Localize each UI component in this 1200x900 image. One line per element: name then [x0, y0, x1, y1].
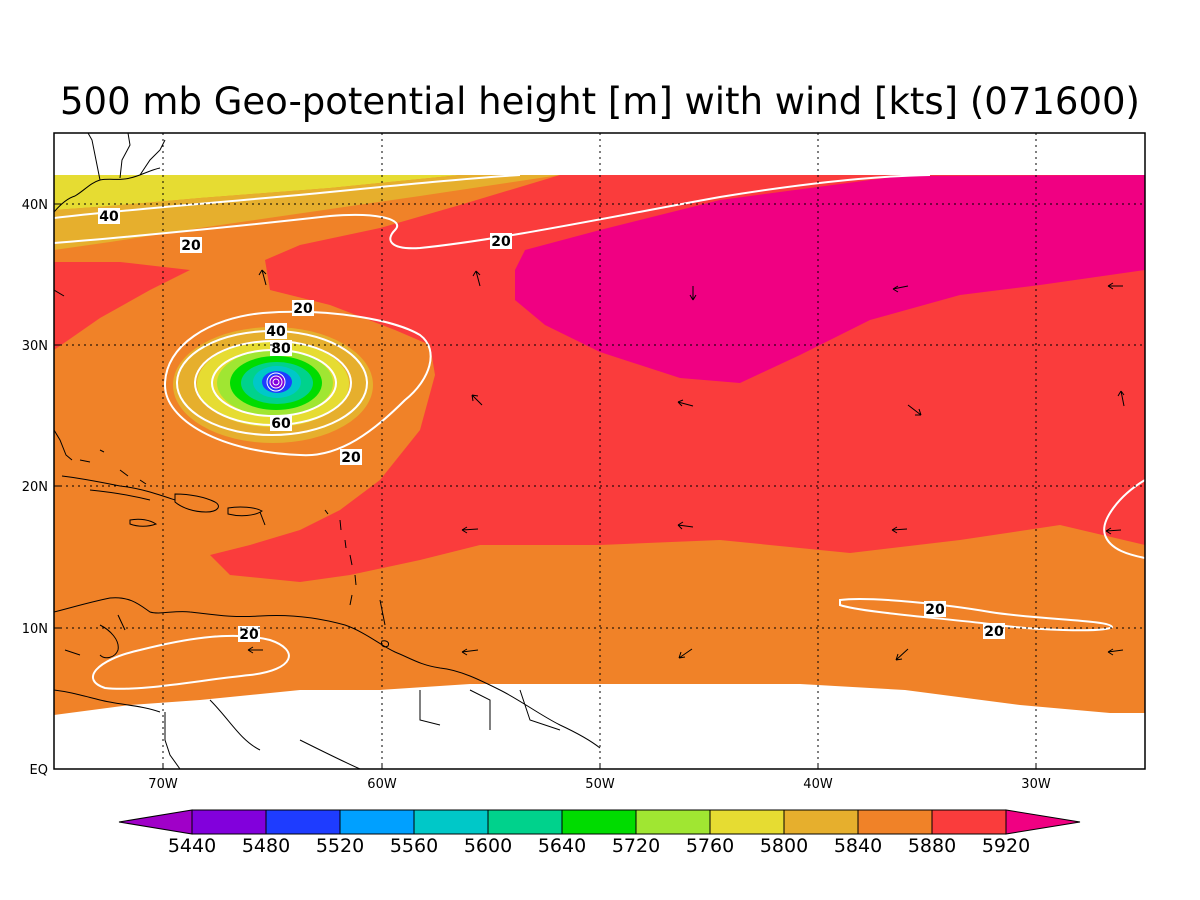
colorbar-label: 5600: [464, 835, 512, 857]
lon-tick-label: 40W: [803, 777, 833, 792]
colorbar-segment: [413, 809, 489, 835]
lon-tick-label: 50W: [585, 777, 615, 792]
wind-arrow: [461, 526, 479, 534]
contour-label: 20: [341, 450, 361, 466]
wind-arrow: [892, 285, 909, 293]
colorbar-segment: [191, 809, 267, 835]
colorbar-segment: [339, 809, 415, 835]
height-fill-5920-west: [54, 262, 190, 350]
wind-vectors: [54, 269, 1125, 661]
south-america-coast: [54, 597, 601, 769]
wind-arrow: [1117, 390, 1125, 407]
lat-tick-label: 30N: [22, 339, 48, 354]
wind-contour-40-north: [54, 174, 521, 219]
contour-label: 20: [491, 234, 511, 250]
colorbar-label: 5920: [982, 835, 1030, 857]
wind-arrow: [891, 526, 908, 534]
lon-tick-label: 60W: [367, 777, 397, 792]
lat-tick-label: EQ: [30, 763, 48, 778]
contour-label: 20: [925, 602, 945, 618]
wind-arrow: [677, 521, 694, 530]
wind-contour-20-east-b: [1103, 479, 1145, 559]
lon-axis-labels: 70W 60W 50W 40W 30W: [148, 777, 1051, 792]
height-fill-5840: [54, 175, 560, 250]
wind-arrow: [259, 511, 266, 526]
contour-label: 20: [293, 301, 313, 317]
wind-arrow: [689, 286, 697, 301]
colorbar-label: 5840: [834, 835, 882, 857]
wind-arrow: [258, 269, 267, 286]
lesser-antilles: [324, 509, 357, 606]
colorbar-label: 5520: [316, 835, 364, 857]
wind-arrow: [1107, 282, 1123, 290]
lon-tick-label: 70W: [148, 777, 178, 792]
colorbar-label: 5640: [538, 835, 586, 857]
colorbar-label: 5800: [760, 835, 808, 857]
wind-contour-20-north: [54, 174, 931, 250]
wind-arrow: [472, 270, 481, 287]
plot-area: 40 20 20 20 40 80 60 20 20 20 20: [54, 133, 1145, 769]
lat-tick-label: 40N: [22, 198, 48, 213]
wind-arrow: [1105, 527, 1122, 535]
wind-contour-20-storm: [163, 310, 432, 457]
colorbar-segment: [709, 809, 785, 835]
colorbar-label: 5760: [686, 835, 734, 857]
north-america-coast: [54, 133, 166, 213]
colorbar-extend-high: [1005, 809, 1081, 835]
hispaniola: [174, 493, 219, 513]
wind-arrow: [678, 648, 693, 659]
wind-contour-20-caribbean: [92, 634, 290, 690]
colorbar-segment: [857, 809, 933, 835]
map-title: 500 mb Geo-potential height [m] with win…: [60, 80, 1140, 123]
wind-arrow: [907, 404, 922, 416]
wind-arrow: [247, 646, 263, 654]
puerto-rico: [227, 506, 263, 517]
florida-bahamas: [54, 429, 147, 485]
colorbar-label: 5720: [612, 835, 660, 857]
caribbean-coast-detail: [64, 599, 386, 659]
colorbar: 5440 5480 5520 5560 5600 5640 5720 5760 …: [118, 809, 1081, 857]
wind-arrow: [471, 394, 483, 406]
coastlines: [54, 133, 601, 769]
colorbar-segment: [487, 809, 563, 835]
lat-axis-labels: 40N 30N 20N 10N EQ: [22, 198, 48, 778]
lat-tick-label: 10N: [22, 622, 48, 637]
wind-contour-labels: 40 20 20 20 40 80 60 20 20 20 20: [98, 208, 1005, 643]
contour-label: 20: [181, 238, 201, 254]
colorbar-label: 5560: [390, 835, 438, 857]
colorbar-segment: [783, 809, 859, 835]
contour-label: 40: [99, 209, 119, 225]
lon-tick-label: 30W: [1021, 777, 1051, 792]
wind-arrow: [54, 289, 65, 297]
colorbar-label: 5880: [908, 835, 956, 857]
wind-arrow: [895, 648, 909, 661]
colorbar-segment: [561, 809, 637, 835]
colorbar-segment: [635, 809, 711, 835]
wind-arrow: [677, 399, 694, 407]
hurricane-low: [173, 327, 373, 443]
colorbar-segment: [931, 809, 1007, 835]
colorbar-extend-low: [118, 809, 193, 835]
contour-label: 80: [271, 341, 291, 357]
jamaica: [129, 518, 158, 527]
colorbar-segment: [265, 809, 341, 835]
contour-label: 20: [239, 627, 259, 643]
colorbar-label: 5440: [168, 835, 216, 857]
height-fill-5800: [54, 175, 460, 210]
wind-arrow: [1107, 648, 1124, 656]
wind-arrow: [461, 648, 479, 656]
axis-ticks: [54, 203, 1037, 769]
contour-label: 40: [266, 324, 286, 340]
height-fill-over-5920: [515, 175, 1145, 383]
contour-label: 60: [271, 416, 291, 432]
colorbar-label: 5480: [242, 835, 290, 857]
graticule: [54, 133, 1145, 769]
contour-label: 20: [984, 624, 1004, 640]
lat-tick-label: 20N: [22, 480, 48, 495]
